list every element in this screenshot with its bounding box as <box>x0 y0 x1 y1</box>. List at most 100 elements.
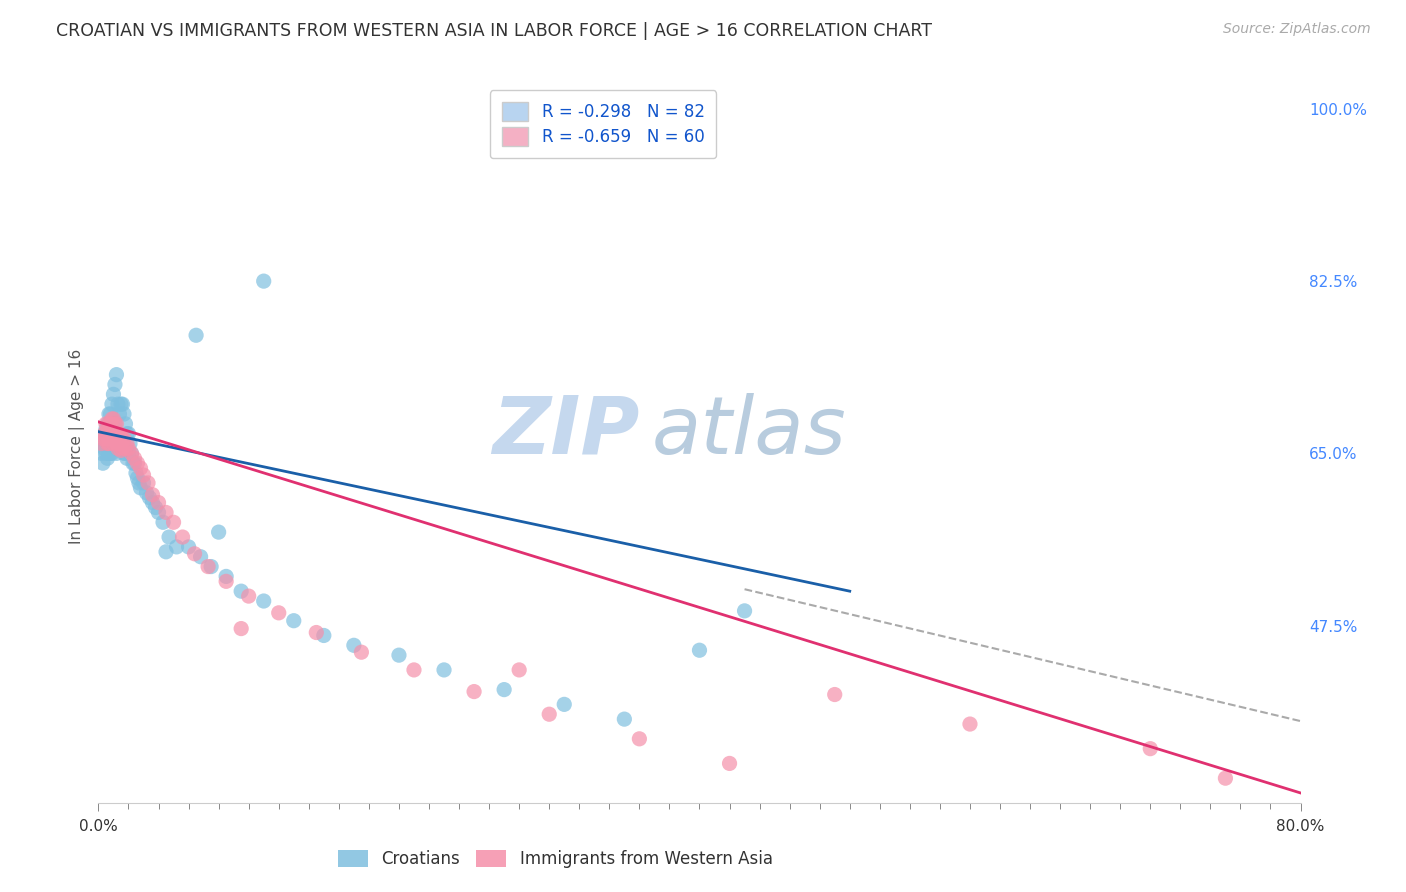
Point <box>231 622 253 636</box>
Point <box>177 540 200 554</box>
Point <box>101 446 124 460</box>
Point <box>215 569 238 583</box>
Point <box>100 432 122 446</box>
Point <box>90 436 112 450</box>
Point <box>111 442 134 456</box>
Point <box>107 397 129 411</box>
Point <box>94 422 117 436</box>
Point <box>101 397 124 411</box>
Point <box>305 625 328 640</box>
Point <box>508 663 530 677</box>
Point <box>155 505 177 519</box>
Text: Source: ZipAtlas.com: Source: ZipAtlas.com <box>1223 22 1371 37</box>
Point <box>96 417 118 431</box>
Point <box>494 682 516 697</box>
Point <box>238 589 260 603</box>
Point <box>100 432 122 446</box>
Point <box>127 471 149 485</box>
Point <box>553 698 575 712</box>
Point <box>110 428 132 442</box>
Point <box>112 407 135 421</box>
Point <box>132 468 155 483</box>
Point <box>93 426 115 441</box>
Point <box>172 530 194 544</box>
Point <box>108 426 131 441</box>
Point <box>101 436 124 450</box>
Point <box>97 436 120 450</box>
Point <box>105 446 128 460</box>
Point <box>343 638 366 652</box>
Point <box>105 436 128 450</box>
Point <box>111 432 134 446</box>
Point <box>110 397 132 411</box>
Point <box>1215 771 1237 785</box>
Point <box>117 446 139 460</box>
Point <box>155 545 177 559</box>
Point <box>253 274 276 288</box>
Point <box>824 688 846 702</box>
Point <box>433 663 456 677</box>
Point <box>190 549 212 564</box>
Point <box>101 412 124 426</box>
Point <box>108 436 131 450</box>
Point <box>129 461 152 475</box>
Point <box>166 540 188 554</box>
Point <box>122 456 145 470</box>
Point <box>628 731 651 746</box>
Point <box>312 628 335 642</box>
Point <box>388 648 411 662</box>
Point <box>96 451 118 466</box>
Point <box>148 495 170 509</box>
Point <box>91 456 114 470</box>
Point <box>114 442 136 456</box>
Text: atlas: atlas <box>651 392 846 471</box>
Point <box>538 707 561 722</box>
Point <box>350 645 373 659</box>
Point <box>115 436 138 450</box>
Point <box>152 516 174 530</box>
Point <box>107 442 129 456</box>
Point <box>208 525 231 540</box>
Point <box>114 417 136 431</box>
Point <box>101 432 124 446</box>
Point <box>103 412 125 426</box>
Point <box>111 397 134 411</box>
Point <box>93 442 115 456</box>
Point <box>91 432 114 446</box>
Text: ZIP: ZIP <box>492 392 640 471</box>
Point <box>138 491 160 505</box>
Point <box>104 377 127 392</box>
Point <box>107 442 129 456</box>
Point <box>183 547 205 561</box>
Point <box>253 594 276 608</box>
Point <box>121 446 143 460</box>
Point <box>108 436 131 450</box>
Point <box>96 432 118 446</box>
Point <box>105 368 128 382</box>
Point <box>114 446 136 460</box>
Point <box>100 446 122 460</box>
Point <box>97 446 120 460</box>
Point <box>112 432 135 446</box>
Point <box>93 426 115 441</box>
Point <box>402 663 425 677</box>
Point <box>91 436 114 450</box>
Point <box>100 407 122 421</box>
Point <box>127 456 149 470</box>
Point <box>94 446 117 460</box>
Point <box>128 475 150 490</box>
Text: CROATIAN VS IMMIGRANTS FROM WESTERN ASIA IN LABOR FORCE | AGE > 16 CORRELATION C: CROATIAN VS IMMIGRANTS FROM WESTERN ASIA… <box>56 22 932 40</box>
Point <box>463 684 485 698</box>
Point <box>104 432 127 446</box>
Point <box>115 426 138 441</box>
Point <box>959 717 981 731</box>
Point <box>103 442 125 456</box>
Point <box>97 417 120 431</box>
Point <box>121 446 143 460</box>
Point <box>135 485 157 500</box>
Point <box>103 436 125 450</box>
Point <box>118 436 141 450</box>
Point <box>141 488 163 502</box>
Point <box>1139 741 1161 756</box>
Point <box>718 756 741 771</box>
